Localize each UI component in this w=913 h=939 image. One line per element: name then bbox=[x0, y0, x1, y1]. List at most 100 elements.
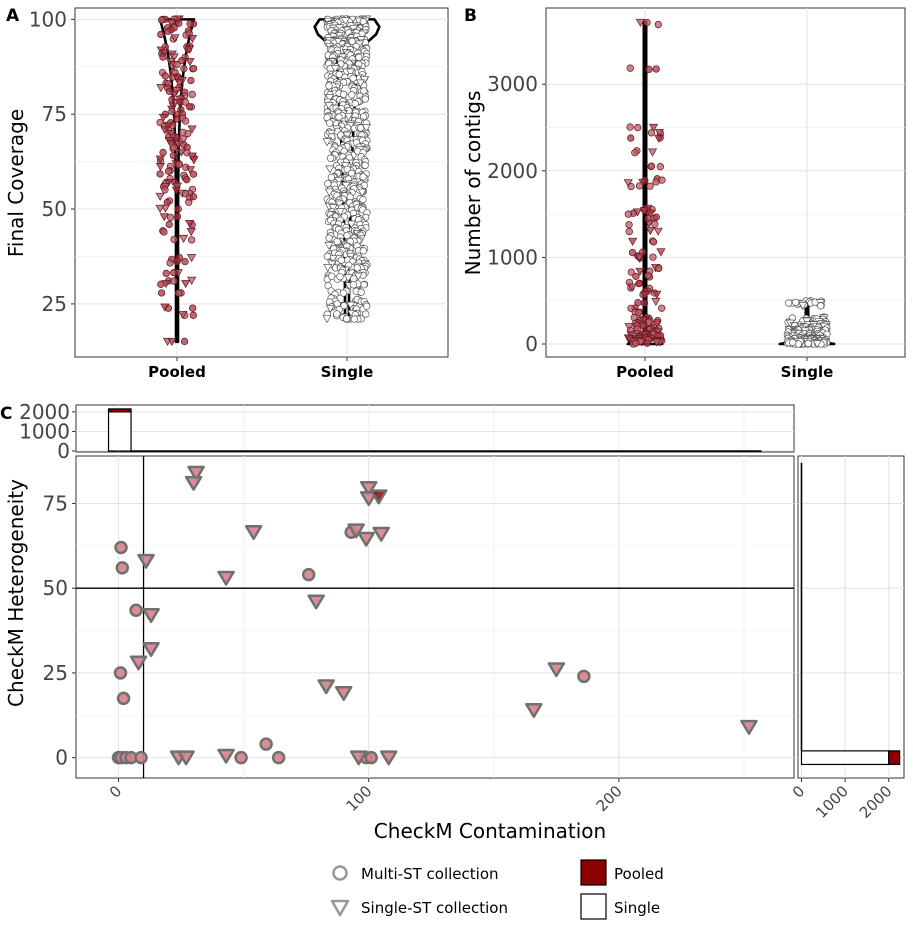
data-point-triangle bbox=[324, 241, 334, 250]
data-point-circle bbox=[350, 315, 359, 323]
y-tick-label: 0 bbox=[55, 746, 68, 770]
data-point-triangle bbox=[372, 526, 390, 542]
data-point-triangle bbox=[169, 90, 179, 99]
data-point-circle bbox=[363, 302, 371, 310]
data-point-circle bbox=[789, 338, 797, 347]
panel-b: 0 1000 2000 3000 Pooled Single Number of cont… bbox=[461, 7, 906, 381]
data-point-circle bbox=[168, 107, 176, 116]
data-point-triangle bbox=[328, 255, 338, 264]
panel-a: 25 50 75 100 Pooled Single Final Coverage bbox=[4, 7, 449, 381]
data-point-triangle bbox=[627, 283, 637, 292]
data-point-circle bbox=[656, 163, 665, 171]
data-point-triangle bbox=[160, 303, 170, 312]
triangle-icon bbox=[330, 899, 350, 917]
data-point-triangle bbox=[307, 594, 325, 610]
y-tick-label: 50 bbox=[43, 576, 68, 600]
data-point-triangle bbox=[187, 34, 198, 44]
data-point-circle bbox=[817, 302, 825, 310]
data-point-circle bbox=[349, 74, 357, 82]
panel-c-right-histogram: 0 1000 2000 bbox=[789, 455, 905, 822]
data-point-triangle bbox=[812, 340, 822, 349]
data-point-circle bbox=[325, 119, 334, 127]
legend-label-single: Single bbox=[614, 899, 660, 917]
data-point-circle bbox=[183, 176, 191, 184]
data-point-circle bbox=[173, 212, 182, 221]
data-point-triangle bbox=[652, 338, 662, 347]
data-point-circle bbox=[301, 567, 316, 582]
data-point-triangle bbox=[155, 163, 166, 172]
data-point-triangle bbox=[185, 58, 195, 67]
panel-tag-c: C bbox=[0, 404, 12, 424]
histogram-bar-pooled bbox=[107, 408, 132, 413]
legend: Multi-ST collection Single-ST collection… bbox=[330, 859, 664, 920]
data-point-triangle bbox=[634, 253, 645, 262]
data-point-circle bbox=[353, 264, 361, 272]
data-point-circle bbox=[328, 272, 336, 280]
data-point-circle bbox=[645, 65, 653, 74]
data-point-triangle bbox=[648, 123, 659, 132]
data-point-triangle bbox=[322, 138, 332, 147]
data-point-triangle bbox=[347, 523, 365, 539]
data-point-circle bbox=[357, 288, 365, 296]
data-point-triangle bbox=[344, 112, 354, 122]
data-point-circle bbox=[646, 182, 654, 190]
data-point-triangle bbox=[334, 686, 353, 702]
data-point-triangle bbox=[653, 227, 663, 236]
panel-c-frame bbox=[75, 455, 795, 779]
data-point-circle bbox=[234, 750, 248, 765]
y-tick-label: 2000 bbox=[19, 400, 70, 424]
panel-c-xlabel: CheckM Contamination bbox=[374, 819, 606, 843]
data-point-circle bbox=[185, 198, 193, 206]
data-point-circle bbox=[654, 20, 662, 29]
data-point-circle bbox=[652, 213, 661, 221]
legend-swatch-single bbox=[580, 893, 607, 920]
data-point-circle bbox=[349, 281, 358, 289]
panel-c-ylabel: CheckM Heterogeneity bbox=[4, 479, 28, 707]
y-tick-label: 100 bbox=[29, 7, 67, 31]
data-point-circle bbox=[178, 57, 186, 65]
y-tick-label: 0 bbox=[525, 332, 538, 356]
data-point-circle bbox=[645, 318, 653, 326]
data-point-circle bbox=[626, 123, 634, 131]
histogram-bar-single bbox=[800, 750, 890, 766]
data-point-circle bbox=[635, 309, 643, 317]
data-point-circle bbox=[175, 160, 183, 169]
panel-c-right-frame bbox=[797, 455, 905, 779]
data-point-triangle bbox=[340, 17, 351, 26]
data-point-circle bbox=[271, 750, 286, 765]
data-point-triangle bbox=[155, 155, 165, 164]
data-point-circle bbox=[335, 70, 343, 79]
data-point-circle bbox=[134, 750, 148, 765]
data-point-circle bbox=[116, 691, 131, 706]
x-tick-label: 0 bbox=[106, 782, 125, 801]
data-point-triangle bbox=[186, 254, 197, 263]
data-point-triangle bbox=[334, 177, 344, 186]
data-point-triangle bbox=[317, 679, 335, 695]
data-point-triangle bbox=[369, 489, 388, 505]
data-point-circle bbox=[339, 289, 348, 297]
data-point-circle bbox=[115, 561, 130, 575]
data-point-triangle bbox=[359, 480, 378, 496]
data-point-triangle bbox=[217, 570, 235, 586]
data-point-triangle bbox=[635, 18, 646, 27]
data-point-circle bbox=[159, 148, 167, 157]
data-point-circle bbox=[189, 304, 197, 312]
y-tick-label: 50 bbox=[42, 197, 67, 221]
data-point-triangle bbox=[345, 68, 356, 77]
data-point-circle bbox=[635, 182, 644, 190]
data-point-circle bbox=[172, 115, 181, 123]
legend-swatch-pooled bbox=[580, 859, 607, 886]
data-point-circle bbox=[188, 90, 196, 99]
data-point-triangle bbox=[628, 237, 638, 246]
data-point-circle bbox=[333, 237, 341, 246]
data-point-circle bbox=[643, 18, 651, 27]
data-point-triangle bbox=[217, 748, 235, 764]
data-point-circle bbox=[784, 299, 793, 307]
legend-label-single-st: Single-ST collection bbox=[361, 899, 508, 917]
data-point-triangle bbox=[323, 264, 333, 273]
data-point-triangle bbox=[651, 297, 661, 306]
panel-b-frame bbox=[545, 7, 906, 358]
data-point-circle bbox=[170, 277, 178, 285]
data-point-circle bbox=[187, 76, 195, 85]
data-point-circle bbox=[174, 205, 182, 213]
